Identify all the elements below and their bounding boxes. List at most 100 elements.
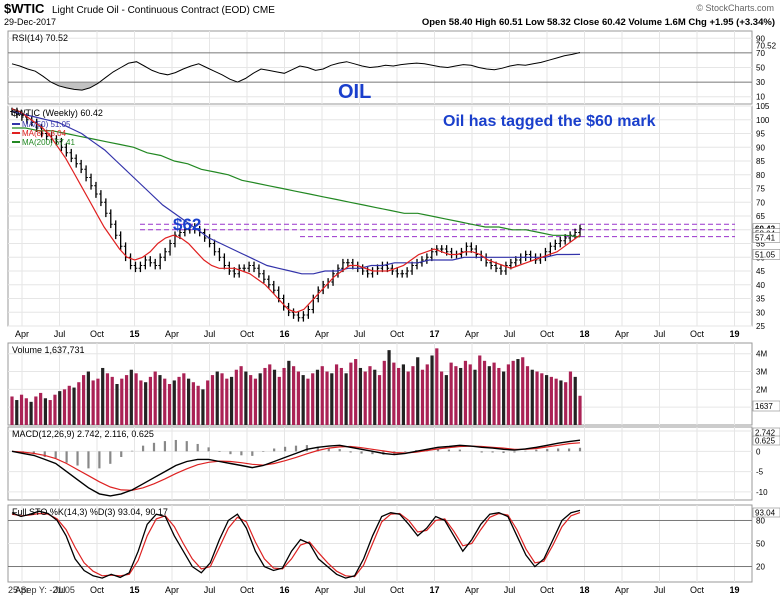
x-tick-label: Apr — [315, 329, 329, 339]
price-title: $WTIC (Weekly) 60.42 — [12, 108, 103, 118]
volume-bar — [411, 366, 415, 425]
ma50-line — [11, 110, 581, 275]
volume-bar — [182, 373, 186, 425]
volume-bar — [339, 367, 343, 425]
volume-bar — [101, 367, 105, 425]
sto-tick-label: 80 — [756, 516, 765, 525]
x-tick-label: 19 — [729, 329, 739, 339]
volume-bar — [244, 371, 248, 425]
legend-entry: MA(8) 58.04 — [22, 129, 67, 138]
volume-bar — [502, 371, 506, 425]
volume-bar — [358, 367, 363, 425]
macd-frame — [7, 426, 753, 501]
x-tick-label: Apr — [615, 329, 629, 339]
volume-bar — [530, 369, 534, 425]
volume-value-label: 1637 — [755, 402, 773, 411]
macd-tick-label: 0 — [756, 447, 761, 456]
stochastic-panel: 20 50 80 Full STO %K(14,3) %D(3) 93.04, 90.… — [7, 504, 780, 583]
volume-bar — [153, 371, 157, 425]
volume-bar — [568, 371, 573, 425]
brand: © StockCharts.com — [696, 3, 774, 13]
volume-bar — [277, 376, 281, 425]
volume-bar — [263, 367, 267, 425]
volume-value-box — [752, 400, 780, 412]
sto-tick-label: 20 — [756, 563, 765, 572]
instrument-name-text: Light Crude Oil - Continuous Contract (E… — [52, 5, 250, 16]
volume-bar — [225, 378, 229, 425]
volume-bar — [449, 362, 453, 425]
volume-bar — [292, 366, 296, 425]
symbol: $WTIC — [4, 1, 45, 16]
x-tick-label: Oct — [90, 329, 105, 339]
volume-bar — [10, 396, 14, 425]
x-tick-label: Jul — [654, 585, 666, 595]
chart-date: 29-Dec-2017 — [4, 17, 56, 27]
volume-bar — [158, 375, 162, 425]
volume-bar — [416, 357, 420, 425]
volume-bar — [163, 378, 167, 425]
volume-bar — [206, 380, 210, 425]
volume-bar — [249, 375, 253, 425]
volume-bar — [296, 371, 300, 425]
volume-bar — [420, 369, 425, 425]
volume-bar — [134, 373, 138, 425]
volume-bar — [144, 382, 148, 425]
x-tick-label: Jul — [354, 585, 366, 595]
ma200-line — [12, 127, 581, 238]
sixty-mark-note: Oil has tagged the $60 mark — [443, 113, 656, 130]
price-tick-label: 95 — [756, 130, 765, 139]
volume-bar — [497, 367, 501, 425]
sto-title: Full STO %K(14,3) %D(3) 93.04, 90.17 — [12, 507, 168, 517]
volume-bar — [334, 364, 339, 425]
volume-bar — [506, 364, 511, 425]
volume-bar — [91, 380, 95, 425]
rsi-title: RSI(14) 70.52 — [12, 33, 68, 43]
x-tick-label: Oct — [390, 329, 405, 339]
price-value-box — [752, 232, 780, 243]
volume-bar — [463, 360, 468, 425]
volume-bar — [258, 373, 262, 425]
x-tick-label: Oct — [540, 329, 555, 339]
x-tick-label: Oct — [390, 585, 405, 595]
ohlc-stats: Open 58.40 High 60.51 Low 58.32 Close 60… — [422, 17, 775, 28]
volume-bar — [377, 375, 382, 425]
volume-bar — [239, 366, 243, 425]
price-tick-label: 105 — [756, 102, 770, 111]
volume-bar — [535, 371, 539, 425]
volume-bar — [29, 401, 33, 425]
legend-entry: MA(200) 57.41 — [22, 138, 75, 147]
rsi-line — [11, 52, 581, 91]
volume-bar — [34, 396, 38, 425]
vol-tick-label: 3M — [756, 368, 767, 377]
volume-bar — [287, 360, 291, 425]
volume-bar — [578, 395, 582, 425]
x-tick-label: Jul — [354, 329, 366, 339]
volume-bar — [325, 371, 329, 425]
rsi-last-value: 70.52 — [756, 42, 777, 51]
exchange: CME — [253, 5, 276, 16]
volume-bar — [268, 364, 272, 425]
x-tick-label: Oct — [240, 585, 255, 595]
volume-bar — [559, 380, 563, 425]
x-tick-label: Oct — [690, 585, 705, 595]
annotations: OIL Oil has tagged the $60 mark $62 — [173, 81, 656, 234]
volume-bar — [311, 373, 315, 425]
volume-bar — [86, 371, 90, 425]
macd-value-box — [752, 435, 780, 446]
volume-bar — [525, 366, 530, 425]
volume-bar — [53, 394, 57, 425]
volume-bar — [320, 366, 324, 425]
sto-value-label: 93.04 — [755, 509, 776, 518]
sto-value-box — [752, 507, 780, 518]
price-value-box — [752, 249, 780, 260]
volume-bar — [115, 384, 119, 425]
volume-bar — [167, 384, 172, 425]
macd-tick-label: -5 — [756, 468, 764, 477]
volume-bar — [39, 392, 43, 425]
price-tick-label: 45 — [756, 267, 765, 276]
volume-bar — [177, 376, 181, 425]
volume-bar — [187, 378, 191, 425]
volume-bar — [120, 378, 124, 425]
volume-bar — [315, 369, 320, 425]
